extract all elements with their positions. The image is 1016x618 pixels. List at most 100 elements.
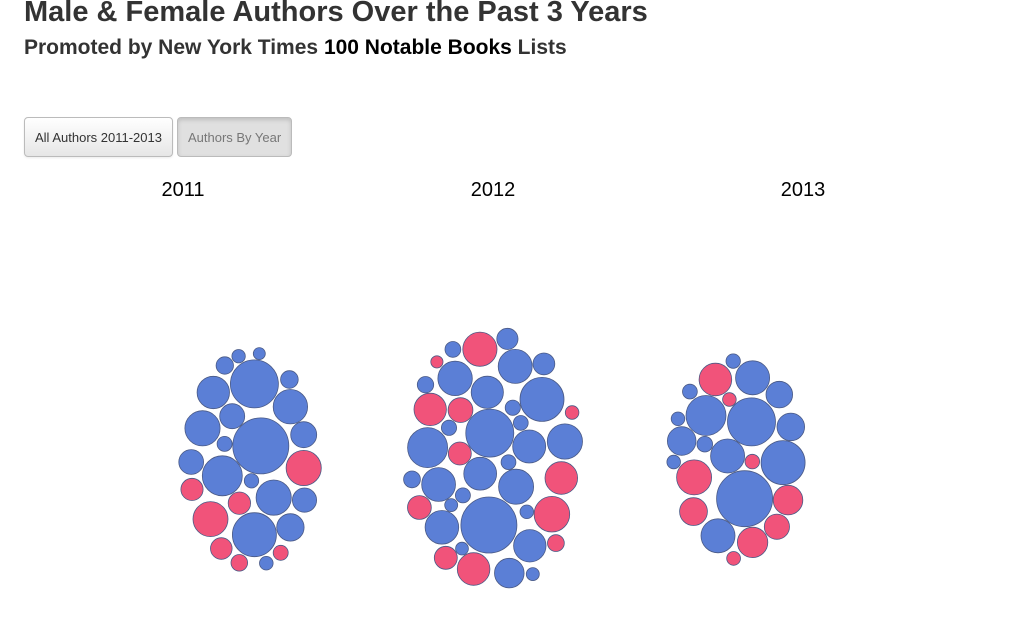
male-author-bubble[interactable] [670, 411, 686, 426]
female-author-bubble[interactable] [763, 513, 790, 540]
male-author-bubble[interactable] [232, 417, 290, 475]
male-author-bubble[interactable] [291, 487, 317, 513]
male-author-bubble[interactable] [685, 395, 727, 436]
female-author-bubble[interactable] [726, 551, 741, 566]
male-author-bubble[interactable] [512, 429, 547, 464]
female-author-bubble[interactable] [533, 496, 571, 533]
authors-by-year-button[interactable]: Authors By Year [176, 117, 293, 157]
male-author-bubble[interactable] [219, 403, 246, 430]
male-author-bubble[interactable] [765, 380, 794, 409]
male-author-bubble[interactable] [196, 375, 230, 410]
male-author-bubble[interactable] [465, 408, 515, 458]
male-author-bubble[interactable] [215, 356, 234, 375]
male-author-bubble[interactable] [776, 412, 806, 442]
male-author-bubble[interactable] [498, 468, 534, 505]
female-author-bubble[interactable] [192, 501, 229, 538]
male-author-bubble[interactable] [280, 370, 299, 389]
male-author-bubble[interactable] [272, 389, 308, 425]
subtitle-prefix: Promoted by New York Times [24, 36, 324, 59]
year-label-2011: 2011 [161, 179, 204, 201]
male-author-bubble[interactable] [454, 487, 471, 504]
female-author-bubble[interactable] [456, 552, 491, 586]
female-author-bubble[interactable] [407, 495, 432, 520]
male-author-bubble[interactable] [424, 510, 460, 545]
male-author-bubble[interactable] [710, 438, 745, 474]
male-author-bubble[interactable] [231, 512, 277, 558]
male-author-bubble[interactable] [725, 353, 741, 369]
chart-subtitle: Promoted by New York Times 100 Notable B… [24, 34, 567, 62]
male-author-bubble[interactable] [184, 410, 221, 447]
male-author-bubble[interactable] [243, 473, 260, 489]
male-author-bubble[interactable] [716, 470, 773, 528]
male-author-bubble[interactable] [276, 513, 305, 542]
male-author-bubble[interactable] [421, 467, 456, 502]
female-author-bubble[interactable] [285, 449, 322, 486]
male-author-bubble[interactable] [760, 440, 806, 486]
female-author-bubble[interactable] [544, 461, 578, 495]
male-author-bubble[interactable] [504, 399, 521, 416]
male-author-bubble[interactable] [440, 419, 457, 436]
male-author-bubble[interactable] [727, 397, 776, 447]
female-author-bubble[interactable] [433, 545, 458, 570]
male-author-bubble[interactable] [519, 376, 565, 422]
male-author-bubble[interactable] [178, 449, 205, 475]
male-author-bubble[interactable] [667, 426, 697, 456]
female-author-bubble[interactable] [180, 477, 204, 501]
female-author-bubble[interactable] [210, 537, 233, 560]
male-author-bubble[interactable] [216, 435, 233, 452]
male-author-bubble[interactable] [403, 470, 421, 489]
female-author-bubble[interactable] [772, 484, 804, 516]
year-label-2012: 2012 [471, 179, 516, 201]
male-author-bubble[interactable] [500, 454, 517, 471]
male-author-bubble[interactable] [497, 348, 533, 384]
male-author-bubble[interactable] [525, 567, 540, 582]
male-author-bubble[interactable] [696, 436, 714, 453]
male-author-bubble[interactable] [255, 479, 292, 516]
female-author-bubble[interactable] [413, 392, 447, 426]
female-author-bubble[interactable] [564, 405, 580, 420]
female-author-bubble[interactable] [698, 362, 733, 397]
male-author-bubble[interactable] [494, 557, 525, 589]
male-author-bubble[interactable] [252, 347, 266, 361]
male-author-bubble[interactable] [512, 415, 529, 431]
male-author-bubble[interactable] [700, 518, 736, 554]
female-author-bubble[interactable] [676, 459, 712, 496]
female-author-bubble[interactable] [744, 453, 761, 470]
female-author-bubble[interactable] [736, 526, 769, 558]
female-author-bubble[interactable] [227, 491, 251, 515]
male-author-bubble[interactable] [496, 327, 519, 350]
male-author-bubble[interactable] [201, 455, 243, 497]
male-author-bubble[interactable] [444, 341, 462, 358]
male-author-bubble[interactable] [229, 359, 279, 409]
female-author-bubble[interactable] [679, 497, 708, 526]
male-author-bubble[interactable] [259, 556, 274, 571]
male-author-bubble[interactable] [463, 456, 498, 491]
male-author-bubble[interactable] [519, 504, 535, 520]
year-label-2013: 2013 [781, 179, 826, 201]
male-author-bubble[interactable] [460, 496, 518, 554]
all-authors-button[interactable]: All Authors 2011-2013 [24, 117, 173, 157]
female-author-bubble[interactable] [430, 355, 444, 369]
female-author-bubble[interactable] [547, 534, 565, 552]
male-author-bubble[interactable] [231, 349, 246, 364]
female-author-bubble[interactable] [447, 397, 474, 423]
male-author-bubble[interactable] [546, 423, 583, 460]
subtitle-suffix: Lists [511, 36, 567, 59]
male-author-bubble[interactable] [513, 529, 547, 563]
male-author-bubble[interactable] [682, 383, 698, 400]
male-author-bubble[interactable] [455, 541, 469, 556]
male-author-bubble[interactable] [416, 376, 435, 394]
female-author-bubble[interactable] [230, 554, 249, 572]
male-author-bubble[interactable] [470, 375, 504, 409]
male-author-bubble[interactable] [290, 421, 318, 449]
female-author-bubble[interactable] [447, 441, 472, 466]
female-author-bubble[interactable] [722, 392, 737, 407]
female-author-bubble[interactable] [462, 331, 498, 367]
male-author-bubble[interactable] [735, 360, 770, 396]
male-author-bubble[interactable] [666, 454, 681, 470]
male-author-bubble[interactable] [437, 360, 473, 396]
male-author-bubble[interactable] [444, 498, 459, 513]
male-author-bubble[interactable] [407, 427, 449, 469]
male-author-bubble[interactable] [532, 352, 556, 376]
female-author-bubble[interactable] [272, 544, 289, 561]
